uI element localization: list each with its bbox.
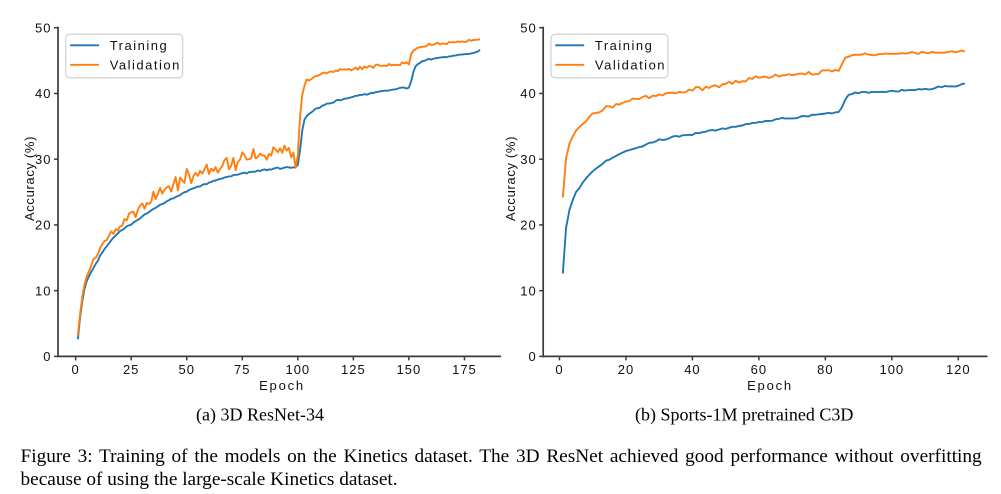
svg-text:Training: Training [595,38,653,53]
svg-text:40: 40 [684,362,700,377]
svg-text:Training: Training [110,38,168,53]
svg-text:Epoch: Epoch [259,378,305,393]
svg-text:(a) 3D ResNet-34: (a) 3D ResNet-34 [196,405,324,426]
svg-text:Epoch: Epoch [747,378,793,393]
svg-text:10: 10 [35,283,51,298]
svg-text:Accuracy (%): Accuracy (%) [503,136,518,221]
svg-text:100: 100 [879,362,904,377]
svg-text:0: 0 [528,349,536,364]
svg-text:30: 30 [35,152,51,167]
svg-text:Accuracy (%): Accuracy (%) [22,136,37,221]
svg-text:0: 0 [43,349,51,364]
svg-text:Validation: Validation [595,57,666,72]
svg-text:0: 0 [72,362,80,377]
svg-text:80: 80 [817,362,833,377]
svg-text:125: 125 [341,362,366,377]
svg-text:100: 100 [285,362,310,377]
svg-text:120: 120 [946,362,971,377]
svg-text:0: 0 [555,362,563,377]
svg-text:175: 175 [452,362,477,377]
svg-text:50: 50 [179,362,195,377]
svg-text:20: 20 [35,218,51,233]
svg-text:25: 25 [123,362,139,377]
svg-text:Validation: Validation [110,57,181,72]
svg-text:20: 20 [618,362,634,377]
svg-text:20: 20 [520,218,536,233]
svg-text:60: 60 [751,362,767,377]
svg-text:30: 30 [520,152,536,167]
svg-text:40: 40 [35,86,51,101]
svg-text:40: 40 [520,86,536,101]
svg-text:(b) Sports-1M pretrained C3D: (b) Sports-1M pretrained C3D [635,405,853,426]
svg-text:50: 50 [35,20,51,35]
svg-text:10: 10 [520,283,536,298]
svg-text:50: 50 [520,20,536,35]
svg-text:150: 150 [397,362,422,377]
svg-text:75: 75 [234,362,250,377]
